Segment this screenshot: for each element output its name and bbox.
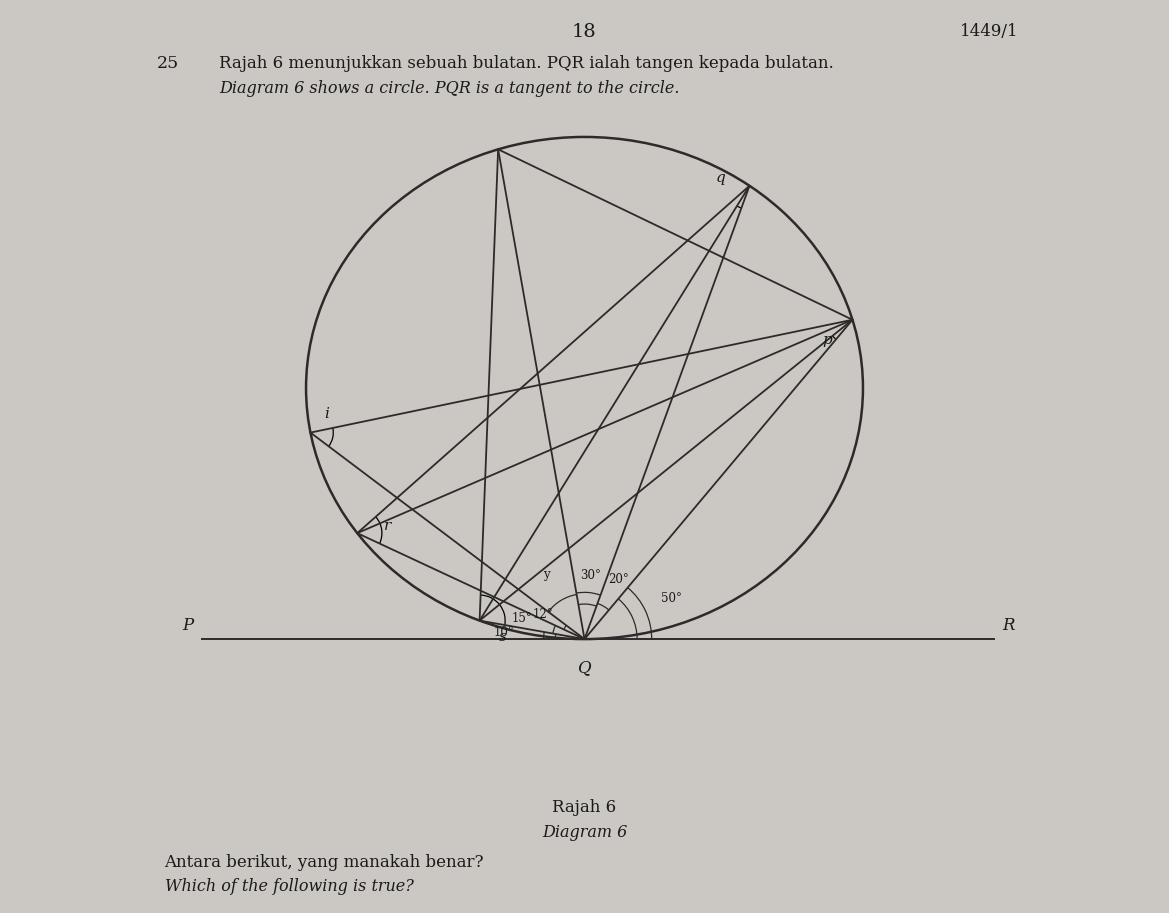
Text: Diagram 6: Diagram 6	[542, 824, 627, 841]
Text: Antara berikut, yang manakah benar?: Antara berikut, yang manakah benar?	[165, 854, 484, 871]
Text: Rajah 6 menunjukkan sebuah bulatan. PQR ialah tangen kepada bulatan.: Rajah 6 menunjukkan sebuah bulatan. PQR …	[220, 55, 833, 72]
Text: s: s	[498, 630, 506, 644]
Text: 1449/1: 1449/1	[960, 23, 1018, 40]
Text: Which of the following is true?: Which of the following is true?	[165, 878, 414, 896]
Text: Diagram 6 shows a circle. PQR is a tangent to the circle.: Diagram 6 shows a circle. PQR is a tange…	[220, 80, 680, 98]
Text: 20°: 20°	[608, 573, 629, 586]
Text: y: y	[542, 569, 549, 582]
Text: p: p	[822, 333, 832, 347]
Text: i: i	[325, 407, 330, 421]
Text: R: R	[1003, 616, 1015, 634]
Text: Q: Q	[577, 659, 592, 677]
Text: q: q	[715, 172, 725, 185]
Text: 12°: 12°	[533, 608, 553, 621]
Text: 30°: 30°	[580, 569, 601, 582]
Text: P: P	[182, 616, 194, 634]
Text: 50°: 50°	[660, 593, 682, 605]
Text: 15°: 15°	[512, 613, 532, 625]
Text: 10°: 10°	[494, 625, 514, 638]
Text: 25: 25	[157, 55, 180, 72]
Text: 18: 18	[572, 23, 597, 41]
Text: r: r	[383, 519, 390, 533]
Text: Rajah 6: Rajah 6	[553, 799, 616, 816]
